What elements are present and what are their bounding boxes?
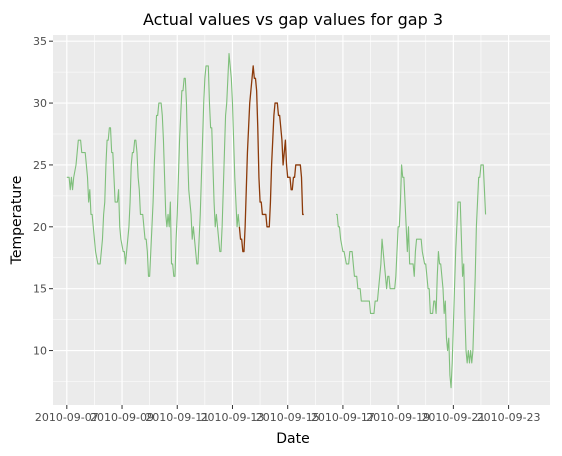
y-tick-label: 10 [33, 345, 47, 358]
y-tick-label: 35 [33, 35, 47, 48]
y-axis: 10 15 20 25 30 35 [33, 35, 53, 357]
y-tick-label: 25 [33, 159, 47, 172]
plot-panel [53, 35, 550, 405]
y-axis-label: Temperature [9, 176, 25, 266]
y-tick-label: 15 [33, 283, 47, 296]
y-tick-label: 20 [33, 221, 47, 234]
x-axis: 2010-09-072010-09-092010-09-112010-09-13… [35, 405, 541, 424]
y-tick-label: 30 [33, 97, 47, 110]
x-tick-label: 2010-09-23 [477, 411, 541, 424]
x-axis-label: Date [276, 431, 309, 447]
chart-title: Actual values vs gap values for gap 3 [143, 10, 443, 29]
